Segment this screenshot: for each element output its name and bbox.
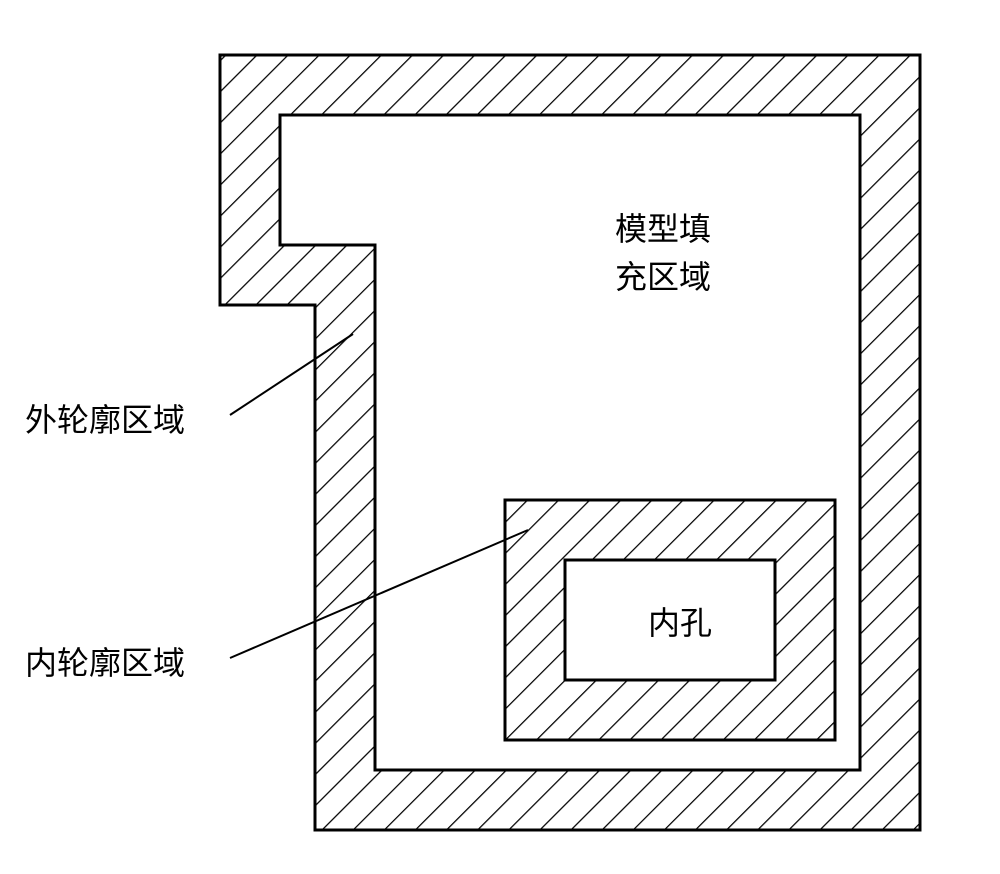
label-model-fill-line1: 模型填: [615, 205, 711, 253]
diagram-container: 外轮廓区域 内轮廓区域 模型填 充区域 内孔: [0, 0, 1000, 869]
label-outer-contour: 外轮廓区域: [25, 395, 185, 441]
leader-line-inner: [230, 530, 528, 658]
label-inner-hole: 内孔: [648, 598, 712, 644]
label-model-fill: 模型填 充区域: [615, 205, 711, 301]
label-inner-contour: 内轮廓区域: [25, 638, 185, 684]
label-model-fill-line2: 充区域: [615, 253, 711, 301]
